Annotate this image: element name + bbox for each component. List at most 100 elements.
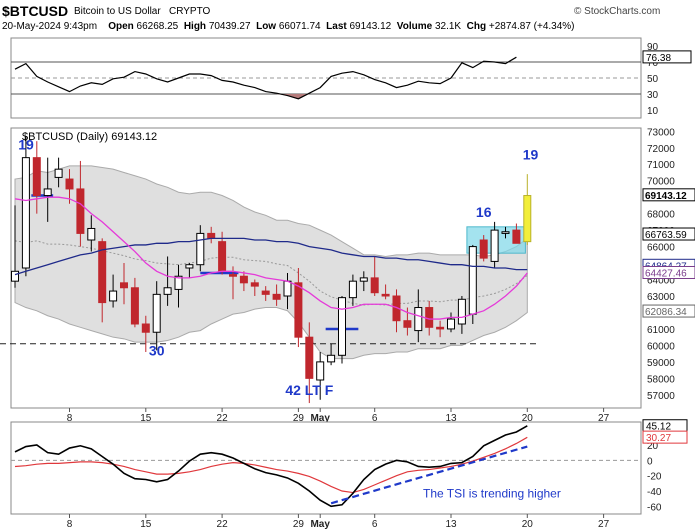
price-label-box <box>642 227 695 241</box>
candle-body <box>381 293 390 297</box>
exchange-label: CRYPTO <box>169 6 211 17</box>
tsi-x-tick: May <box>310 519 330 530</box>
price-y-tick: 61000 <box>647 325 675 336</box>
price-label-box <box>642 304 695 318</box>
candle-body <box>414 307 423 332</box>
price-y-tick: 71000 <box>647 160 675 171</box>
rsi-line <box>14 56 517 100</box>
price-label: 62086.34 <box>645 307 687 318</box>
rsi-y-tick: 90 <box>647 42 659 53</box>
candle-body <box>109 290 118 302</box>
price-y-tick: 73000 <box>647 127 675 138</box>
volume-label: Volume <box>396 21 433 32</box>
price-y-tick: 59000 <box>647 358 675 369</box>
candle-body <box>54 168 63 178</box>
price-annotation: 19 <box>18 136 34 152</box>
candle-body <box>392 295 401 322</box>
price-label: 64427.46 <box>645 268 687 279</box>
candle-body <box>32 157 41 197</box>
rsi-y-tick: 10 <box>647 106 659 117</box>
tsi-panel-frame <box>10 421 642 515</box>
price-y-tick: 60000 <box>647 341 675 352</box>
price-x-tick: 15 <box>140 413 152 424</box>
last-label: Last <box>326 21 347 32</box>
price-x-tick: 6 <box>372 413 378 424</box>
candle-body <box>152 293 161 333</box>
price-annotation: 30 <box>149 342 165 358</box>
price-y-tick: 68000 <box>647 210 675 221</box>
candle-body <box>359 277 368 282</box>
rsi-last-value-box <box>642 50 692 64</box>
price-label-box <box>642 188 695 202</box>
price-label-box <box>642 265 695 279</box>
tsi-y-tick: 0 <box>647 456 653 467</box>
volume-value: 32.1K <box>434 21 462 32</box>
tsi-x-tick: 27 <box>598 519 610 530</box>
tsi-value-label: 30.27 <box>646 433 671 444</box>
quote-date: 20-May-2024 9:43pm <box>2 21 98 32</box>
candle-body <box>370 277 379 294</box>
bollinger-middle <box>14 240 528 306</box>
sma-50-line <box>14 237 528 276</box>
price-annotation: 16 <box>476 204 492 220</box>
high-label: High <box>183 21 207 32</box>
price-y-tick: 57000 <box>647 391 675 402</box>
candle-body <box>163 287 172 295</box>
chart-symbol: $BTCUSD <box>2 3 69 19</box>
low-label: Low <box>256 21 277 32</box>
candle-body <box>141 323 150 333</box>
change-value: +2874.87 (+4.34%) <box>488 21 575 32</box>
candle-body <box>479 239 488 259</box>
price-annotation: 19 <box>523 146 539 162</box>
candle-body <box>338 297 346 356</box>
open-value: 66268.25 <box>136 21 179 32</box>
candle-body <box>65 178 74 190</box>
candle-body <box>229 274 237 277</box>
price-y-tick: 64000 <box>647 276 675 287</box>
candle-body <box>490 229 499 262</box>
symbol-description: Bitcoin to US Dollar <box>74 6 161 17</box>
price-y-tick: 63000 <box>647 292 675 303</box>
candle-body <box>98 241 107 304</box>
price-x-tick: 8 <box>67 413 73 424</box>
tsi-y-tick: 20 <box>647 441 659 452</box>
tsi-value-label: 45.12 <box>646 422 671 433</box>
candle-body <box>283 280 292 297</box>
candle-body <box>239 275 248 284</box>
low-value: 66071.74 <box>278 21 321 32</box>
open-label: Open <box>108 21 134 32</box>
tsi-x-tick: 8 <box>67 519 73 530</box>
price-y-tick: 72000 <box>647 144 675 155</box>
candle-body <box>425 307 434 328</box>
tsi-line <box>14 425 528 508</box>
price-y-tick: 58000 <box>647 374 675 385</box>
tsi-x-tick: 15 <box>140 519 152 530</box>
candle-body <box>207 232 216 239</box>
candle-body <box>436 326 445 330</box>
candle-body <box>327 354 336 363</box>
tsi-x-tick: 22 <box>217 519 229 530</box>
price-x-tick: 27 <box>598 413 610 424</box>
rsi-y-tick: 30 <box>647 90 659 101</box>
change-label: Chg <box>466 21 487 32</box>
candle-body <box>501 231 510 234</box>
price-label: 69143.12 <box>645 191 687 202</box>
candle-body <box>130 287 139 325</box>
tsi-x-tick: 29 <box>293 519 305 530</box>
price-panel-title: $BTCUSD (Daily) 69143.12 <box>22 131 157 143</box>
candle-body <box>76 188 85 234</box>
candle-body <box>43 188 52 197</box>
source-credit: © StockCharts.com <box>574 6 661 17</box>
high-value: 70439.27 <box>208 21 251 32</box>
candle-body <box>305 336 314 379</box>
candle-body <box>468 246 477 315</box>
last-value: 69143.12 <box>349 21 392 32</box>
candle-body <box>261 290 270 295</box>
candle-body <box>403 320 412 328</box>
price-x-tick: 29 <box>293 413 305 424</box>
candle-body <box>294 282 303 338</box>
candle-body <box>21 157 30 269</box>
price-y-tick: 70000 <box>647 177 675 188</box>
tsi-x-tick: 13 <box>445 519 457 530</box>
tsi-annotation: The TSI is trending higher <box>423 487 561 501</box>
